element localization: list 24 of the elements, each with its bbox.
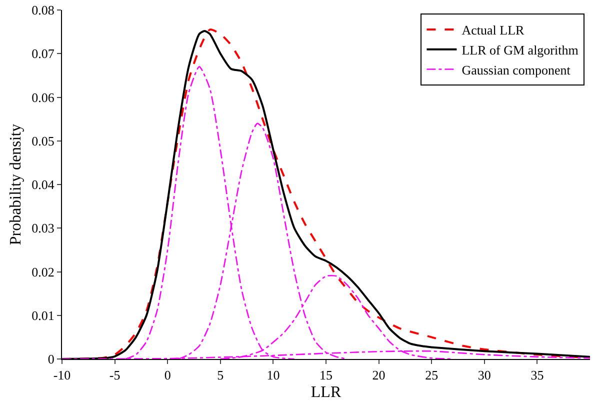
y-tick-label: 0.08 — [32, 2, 54, 18]
y-tick-label: 0.04 — [32, 177, 55, 192]
y-axis-title: Probability density — [8, 124, 25, 246]
y-tick-label: 0.05 — [32, 133, 54, 148]
y-tick-label: 0.06 — [32, 90, 55, 105]
x-tick-label: 25 — [425, 368, 438, 383]
y-tick-label: 0.01 — [32, 308, 54, 323]
x-tick-label: 15 — [320, 368, 332, 383]
x-tick-label: 0 — [164, 368, 171, 383]
x-tick-label: -10 — [53, 368, 71, 383]
x-tick-label: -5 — [109, 368, 120, 383]
y-tick-label: 0 — [48, 352, 54, 367]
y-tick-label: 0.03 — [32, 220, 54, 236]
x-axis-title: LLR — [310, 384, 342, 401]
x-tick-label: 35 — [530, 368, 544, 383]
x-tick-label: 10 — [266, 368, 280, 383]
legend-label: Gaussian component — [462, 62, 571, 78]
x-tick-label: 30 — [478, 368, 491, 383]
x-tick-label: 20 — [372, 368, 386, 383]
x-tick-label: 5 — [217, 368, 224, 383]
legend-label: Actual LLR — [462, 22, 525, 38]
y-tick-label: 0.07 — [32, 46, 55, 62]
legend-label: LLR of GM algorithm — [462, 42, 578, 58]
y-tick-label: 0.02 — [32, 264, 54, 280]
